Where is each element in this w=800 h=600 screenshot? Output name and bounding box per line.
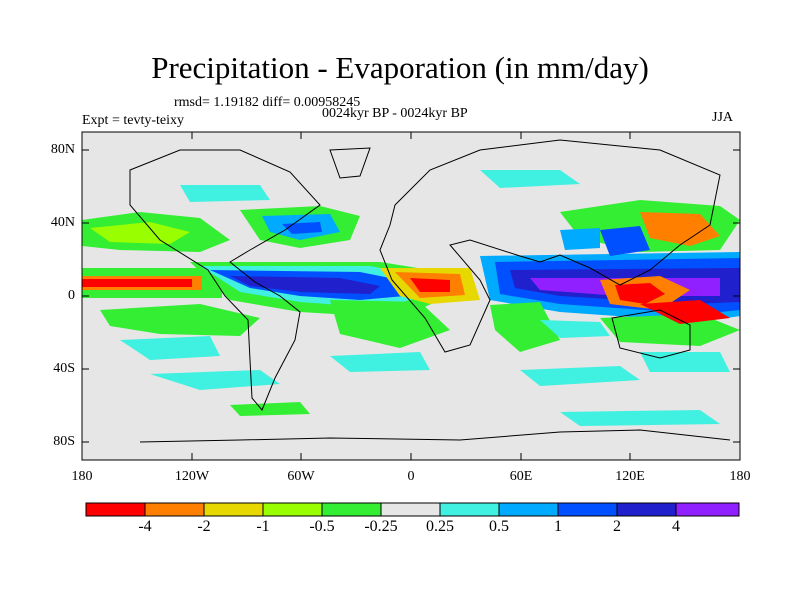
colorbar-box-6: [380, 502, 441, 517]
season-label: JJA: [712, 110, 734, 125]
field-midlatitude: [82, 170, 740, 426]
colorbar-box-1: [85, 502, 146, 517]
lon-label-60w: 60W: [287, 469, 315, 484]
lon-label-120w: 120W: [174, 469, 210, 484]
lon-label-0: 0: [407, 469, 415, 484]
lon-label-120e: 120E: [615, 469, 645, 484]
experiment-text: 0024kyr BP - 0024kyr BP: [322, 106, 468, 121]
colorbar-label: -0.5: [309, 518, 335, 535]
colorbar-label: -0.25: [364, 518, 398, 535]
colorbar-label: -1: [256, 518, 270, 535]
lat-label-40n: 40N: [50, 215, 75, 230]
colorbar-box-11: [675, 502, 740, 517]
colorbar-label: 4: [672, 518, 680, 535]
colorbar: [85, 502, 740, 517]
expt-label: Expt = tevty-teixy: [82, 113, 184, 128]
colorbar-box-9: [557, 502, 618, 517]
colorbar-box-5: [321, 502, 382, 517]
colorbar-box-8: [498, 502, 559, 517]
map-panel: [82, 132, 740, 460]
colorbar-label: -2: [197, 518, 211, 535]
lon-label-180w: 180: [71, 469, 93, 484]
colorbar-box-4: [262, 502, 323, 517]
lon-label-60e: 60E: [509, 469, 533, 484]
lat-label-80n: 80N: [50, 142, 75, 157]
plot-title: Precipitation - Evaporation (in mm/day): [151, 50, 649, 85]
field-equatorial: [82, 252, 740, 322]
lon-label-180e: 180: [729, 469, 751, 484]
lat-ticks: [82, 149, 740, 443]
colorbar-label: 0.25: [426, 518, 454, 535]
lat-label-0: 0: [68, 288, 75, 303]
colorbar-box-3: [203, 502, 264, 517]
lat-label-40s: 40S: [53, 361, 75, 376]
colorbar-label: 0.5: [489, 518, 509, 535]
coastlines: [129, 139, 731, 443]
colorbar-box-10: [616, 502, 677, 517]
stats-text: rmsd= 1.19182 diff= 0.00958245: [174, 95, 361, 110]
colorbar-label: -4: [138, 518, 152, 535]
colorbar-box-2: [144, 502, 205, 517]
colorbar-label: 2: [613, 518, 621, 535]
colorbar-box-7: [439, 502, 500, 517]
lon-ticks: [81, 132, 741, 460]
lat-label-80s: 80S: [53, 434, 75, 449]
colorbar-label: 1: [554, 518, 562, 535]
